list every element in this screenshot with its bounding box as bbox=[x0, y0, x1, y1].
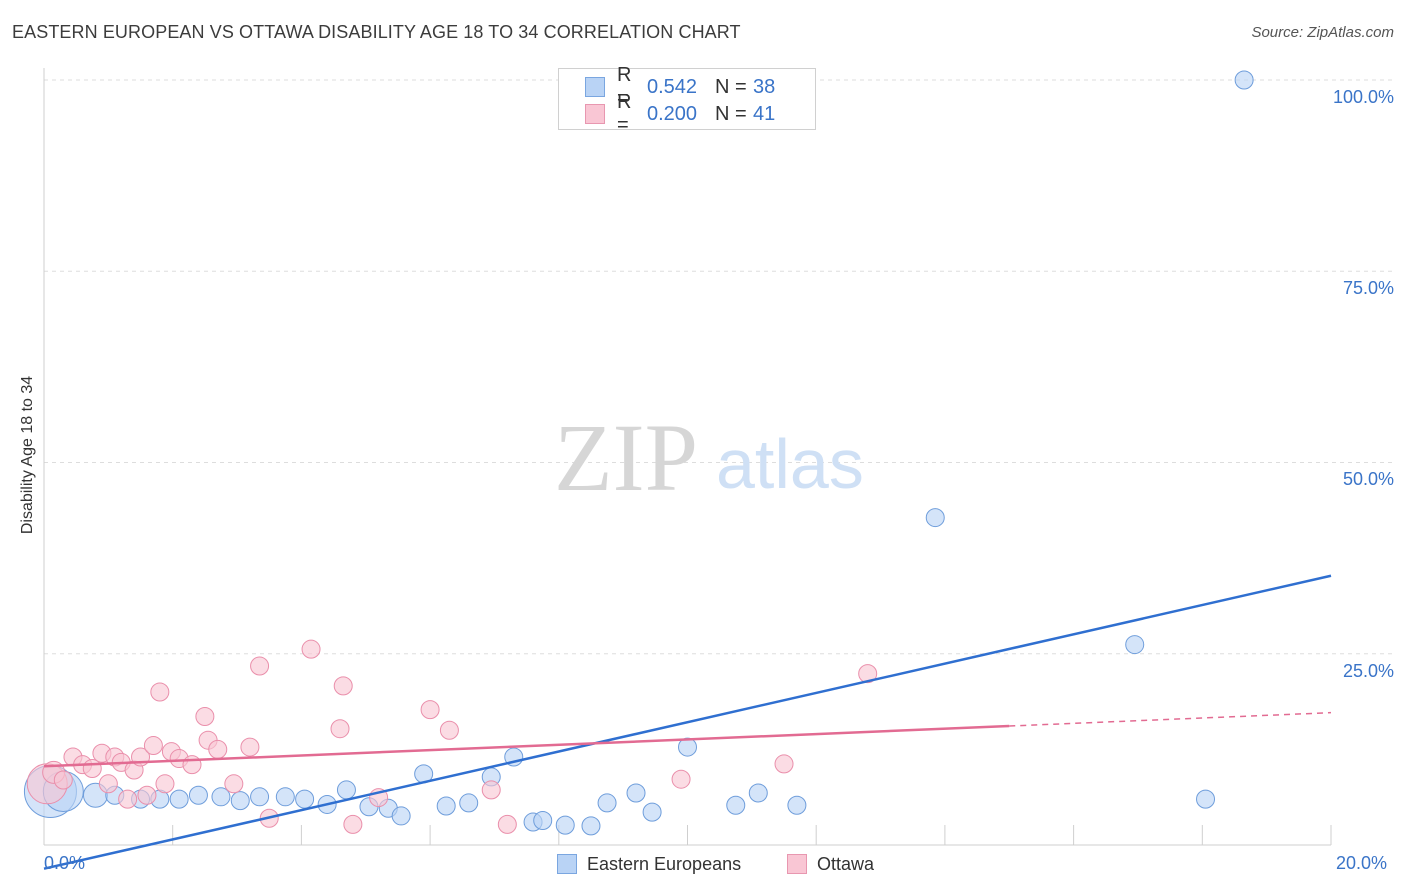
point-ottawa-32 bbox=[420, 700, 440, 720]
legend-n-label: N = bbox=[715, 75, 747, 98]
point-ottawa-13 bbox=[137, 785, 157, 805]
point-ottawa-23 bbox=[224, 774, 244, 794]
bottom-legend-swatch-pink bbox=[787, 854, 807, 874]
point-ottawa-24 bbox=[240, 737, 260, 757]
x-tick-label-0: 0.0% bbox=[44, 853, 86, 873]
point-eastern-europeans-26 bbox=[581, 816, 601, 836]
point-ottawa-35 bbox=[497, 814, 517, 834]
point-ottawa-15 bbox=[150, 682, 170, 702]
legend: R = 0.542 N = 38 R = 0.200 N = 41 bbox=[558, 64, 816, 136]
bottom-legend-swatch-blue bbox=[557, 854, 577, 874]
point-ottawa-33 bbox=[439, 720, 459, 740]
point-eastern-europeans-30 bbox=[678, 737, 697, 757]
trendline-eastern-europeans bbox=[43, 574, 1332, 870]
point-ottawa-19 bbox=[182, 755, 202, 775]
point-ottawa-25 bbox=[250, 656, 270, 676]
point-ottawa-14 bbox=[143, 736, 163, 756]
point-ottawa-27 bbox=[301, 639, 321, 659]
y-tick-label-75: 75.0% bbox=[1342, 278, 1394, 298]
point-eastern-europeans-33 bbox=[787, 795, 807, 815]
point-eastern-europeans-27 bbox=[597, 793, 617, 813]
point-eastern-europeans-19 bbox=[436, 796, 456, 816]
point-ottawa-10 bbox=[118, 789, 138, 809]
point-eastern-europeans-17 bbox=[391, 806, 411, 826]
legend-r-label: R = bbox=[617, 64, 632, 109]
point-ottawa-38 bbox=[858, 664, 878, 684]
bottom-legend-eastern-europeans: Eastern Europeans bbox=[557, 852, 741, 876]
legend-r-label: R = bbox=[617, 91, 632, 136]
point-ottawa-37 bbox=[774, 754, 794, 774]
point-eastern-europeans-14 bbox=[336, 780, 356, 800]
point-eastern-europeans-35 bbox=[1125, 635, 1145, 655]
bottom-legend-label: Eastern Europeans bbox=[587, 853, 742, 874]
point-ottawa-22 bbox=[208, 739, 228, 759]
point-ottawa-20 bbox=[195, 706, 215, 726]
point-eastern-europeans-11 bbox=[275, 787, 295, 807]
bottom-legend-ottawa: Ottawa bbox=[787, 852, 874, 876]
y-tick-label-50: 50.0% bbox=[1342, 469, 1394, 489]
point-eastern-europeans-31 bbox=[726, 795, 746, 815]
point-ottawa-7 bbox=[98, 774, 118, 794]
chart-title: EASTERN EUROPEAN VS OTTAWA DISABILITY AG… bbox=[12, 22, 741, 42]
point-eastern-europeans-6 bbox=[169, 789, 189, 809]
legend-r-value: 0.200 bbox=[647, 102, 698, 125]
y-tick-label-100: 100.0% bbox=[1332, 87, 1394, 107]
point-ottawa-28 bbox=[330, 719, 350, 739]
point-eastern-europeans-7 bbox=[188, 785, 208, 805]
point-eastern-europeans-12 bbox=[295, 789, 315, 809]
point-eastern-europeans-24 bbox=[533, 811, 553, 831]
legend-n-value: 38 bbox=[753, 75, 776, 98]
point-eastern-europeans-28 bbox=[626, 783, 646, 803]
y-tick-label-25: 25.0% bbox=[1342, 661, 1394, 681]
point-eastern-europeans-37 bbox=[1234, 70, 1254, 90]
point-ottawa-2 bbox=[53, 770, 73, 790]
point-ottawa-29 bbox=[333, 676, 353, 696]
point-eastern-europeans-9 bbox=[230, 791, 250, 811]
point-eastern-europeans-10 bbox=[250, 787, 270, 807]
point-eastern-europeans-8 bbox=[211, 787, 231, 807]
bottom-legend-label: Ottawa bbox=[817, 853, 875, 874]
trendline-ottawa bbox=[43, 724, 1010, 768]
point-ottawa-36 bbox=[671, 769, 691, 789]
point-eastern-europeans-32 bbox=[748, 783, 768, 803]
point-ottawa-16 bbox=[155, 774, 175, 794]
point-eastern-europeans-25 bbox=[555, 815, 575, 835]
point-ottawa-30 bbox=[343, 814, 363, 834]
legend-n-value: 41 bbox=[753, 102, 776, 125]
legend-swatch-pink bbox=[585, 104, 605, 124]
point-eastern-europeans-36 bbox=[1196, 789, 1216, 809]
trendline-ottawa-projection bbox=[1009, 711, 1332, 727]
watermark-zip: ZIP bbox=[554, 404, 698, 511]
point-eastern-europeans-29 bbox=[642, 802, 662, 822]
legend-n-label: N = bbox=[715, 102, 747, 125]
legend-row-eastern-europeans: R = 0.542 N = 38 bbox=[585, 64, 776, 109]
point-eastern-europeans-34 bbox=[925, 508, 945, 528]
point-ottawa-34 bbox=[481, 780, 501, 800]
point-eastern-europeans-20 bbox=[459, 793, 479, 813]
legend-row-ottawa: R = 0.200 N = 41 bbox=[585, 91, 776, 136]
x-tick-label-20: 20.0% bbox=[1336, 853, 1388, 873]
legend-swatch-blue bbox=[585, 77, 605, 97]
watermark-atlas: atlas bbox=[716, 425, 864, 503]
legend-r-value: 0.542 bbox=[647, 75, 698, 98]
point-ottawa-5 bbox=[82, 759, 102, 778]
chart-source: Source: ZipAtlas.com bbox=[1251, 24, 1394, 41]
